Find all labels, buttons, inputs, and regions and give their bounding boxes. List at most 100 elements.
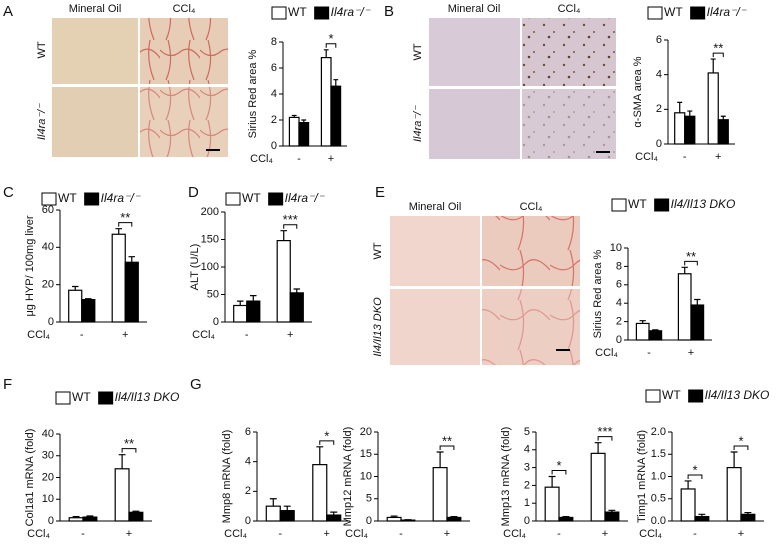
legend-swatch [645, 389, 661, 403]
bar [233, 304, 248, 323]
legend-label: Il4ra⁻/⁻ [331, 5, 372, 19]
significance-label: * [324, 428, 329, 443]
error-bar [562, 515, 570, 518]
bar [265, 505, 281, 522]
error-bar [115, 228, 122, 235]
y-tick-label: 4 [616, 297, 622, 309]
bar-chart: 0 2 4 6 8 Sirius Red area % CCl₄ - + * WT Il4ra⁻/⁻ [247, 5, 372, 165]
y-tick-label: 2 [616, 316, 622, 328]
significance-bracket [712, 52, 724, 58]
x-tick-label: + [324, 528, 330, 540]
bar [330, 85, 342, 147]
y-tick-label: 15 [360, 448, 372, 460]
y-axis-label: ALT (U/L) [189, 244, 201, 291]
y-tick-label: 2 [271, 114, 277, 126]
y-tick-label: 1.5 [651, 448, 666, 460]
y-tick-label: 0 [48, 515, 54, 527]
y-tick-label: 0 [366, 515, 372, 527]
error-bar [436, 451, 444, 468]
y-tick-label: 10 [610, 242, 622, 254]
x-axis-label: CCl₄ [27, 528, 50, 540]
bar [446, 516, 462, 522]
bar [81, 299, 96, 323]
image-column-label: Mineral Oil [409, 201, 462, 213]
y-axis-label: Mmp8 mRNA (fold) [221, 430, 233, 524]
bar [717, 119, 729, 145]
legend-swatch [225, 192, 241, 206]
micrograph [390, 289, 480, 365]
significance-bracket [684, 260, 698, 266]
image-panel-a [52, 18, 228, 157]
bar [288, 116, 300, 147]
y-tick-label: 3 [524, 462, 530, 474]
y-tick-label: 8 [616, 260, 622, 272]
error-bar [291, 114, 297, 118]
bar [279, 510, 295, 522]
y-tick-label: 20 [360, 426, 372, 438]
micrograph-staining [522, 89, 616, 159]
significance-bracket [687, 474, 703, 479]
panel-letter: B [384, 3, 394, 20]
significance-label: * [556, 458, 561, 473]
legend-label: Il4/Il13 DKO [705, 388, 770, 402]
panel-letter: D [188, 184, 199, 201]
micrograph [390, 216, 480, 286]
x-tick-label: - [647, 347, 651, 359]
significance-label: ** [713, 41, 723, 56]
legend-label: WT [288, 5, 307, 19]
error-bar [293, 288, 301, 293]
bar-chart: 0 1 2 3 4 5 Mmp13 mRNA (fold)CCl₄ - * + *** [500, 424, 628, 540]
error-bar [71, 285, 79, 291]
y-tick-label: 0 [524, 515, 530, 527]
significance-bracket [118, 222, 133, 227]
micrograph-fibrosis [140, 87, 228, 157]
bar [246, 300, 261, 323]
legend-label: Il4ra⁻/⁻ [707, 5, 748, 19]
y-tick-label: 0 [271, 140, 277, 152]
bar [82, 516, 98, 522]
image-column-label: CCl₄ [558, 3, 581, 15]
significance-bracket [733, 445, 749, 451]
y-tick-label: 6 [616, 279, 622, 291]
bar [558, 516, 574, 522]
x-tick-label: - [297, 153, 301, 165]
bar [386, 516, 402, 522]
image-row-label: WT [372, 242, 384, 259]
legend-label: WT [662, 388, 681, 402]
significance-bracket [319, 440, 335, 445]
x-tick-label: + [688, 347, 694, 359]
x-tick-label: - [399, 528, 403, 540]
significance-bracket [597, 436, 613, 441]
y-tick-label: 5 [366, 493, 372, 505]
x-tick-label: + [126, 528, 132, 540]
significance-bracket [121, 448, 137, 453]
error-bar [86, 515, 94, 518]
error-bar [280, 230, 287, 241]
legend-swatch [268, 192, 284, 206]
legend-swatch [98, 391, 114, 405]
significance-bracket [551, 470, 567, 475]
image-column-label: CCl₄ [520, 201, 543, 213]
x-tick-label: - [278, 528, 282, 540]
bar [68, 517, 84, 522]
legend-swatch [41, 192, 57, 206]
y-tick-label: 60 [42, 204, 54, 216]
bar [128, 511, 144, 522]
x-tick-label: - [80, 329, 84, 341]
significance-label: ** [442, 433, 452, 448]
error-bar [730, 451, 738, 468]
bar-chart: 0 10 20 30 40 Col1a1 mRNA (fold)CCl₄ - + ** WT Il4… [24, 390, 179, 540]
bar [298, 121, 310, 147]
y-axis-label: Sirius Red area % [592, 249, 604, 338]
error-bar [720, 115, 726, 120]
y-tick-label: 4 [524, 444, 530, 456]
y-tick-label: 6 [271, 62, 277, 74]
y-tick-label: 100 [201, 261, 219, 273]
y-axis-label: Mmp13 mRNA (fold) [500, 427, 512, 527]
bar [111, 233, 126, 323]
y-tick-label: 2 [524, 479, 530, 491]
image-row-label: WT [412, 43, 424, 60]
error-bar [687, 110, 693, 117]
significance-label: *** [597, 424, 612, 439]
error-bar [269, 498, 277, 507]
